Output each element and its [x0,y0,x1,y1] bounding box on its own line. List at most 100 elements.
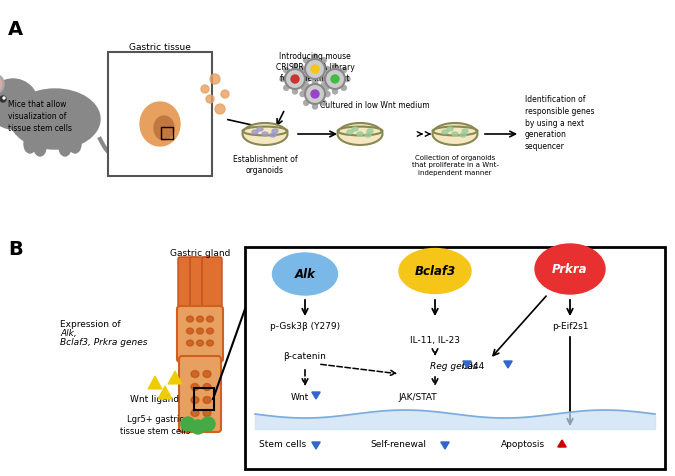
Circle shape [304,101,308,106]
Ellipse shape [154,117,174,141]
Circle shape [321,59,326,63]
Polygon shape [558,440,566,447]
Polygon shape [168,371,182,384]
Ellipse shape [191,410,199,416]
Circle shape [221,91,229,99]
Ellipse shape [186,340,194,346]
FancyBboxPatch shape [108,53,212,177]
Text: Bclaf3, Prkra genes: Bclaf3, Prkra genes [60,337,148,346]
Text: Wnt: Wnt [291,392,309,401]
Ellipse shape [270,134,276,138]
Circle shape [313,55,317,60]
Text: IL-11, IL-23: IL-11, IL-23 [410,335,460,344]
Ellipse shape [140,103,180,147]
Text: Alk: Alk [294,268,315,281]
Polygon shape [504,361,512,368]
Ellipse shape [462,130,468,134]
Circle shape [292,65,298,70]
Circle shape [313,80,317,85]
Circle shape [323,69,329,73]
Text: p-Gsk3β (Y279): p-Gsk3β (Y279) [270,321,340,330]
Circle shape [0,97,6,103]
Ellipse shape [207,340,213,346]
Text: Prkra: Prkra [552,263,588,276]
Circle shape [342,69,346,73]
Text: β-catenin: β-catenin [284,351,327,360]
Circle shape [313,105,317,110]
Polygon shape [148,376,162,389]
Circle shape [206,96,214,104]
Ellipse shape [191,397,199,404]
Ellipse shape [273,253,338,296]
Circle shape [321,83,326,89]
Circle shape [320,77,325,82]
Circle shape [300,68,305,72]
Circle shape [305,85,325,105]
Circle shape [345,77,350,82]
Circle shape [285,70,305,90]
Ellipse shape [203,397,211,404]
Text: Mice that allow
visualization of
tissue stem cells: Mice that allow visualization of tissue … [8,100,72,132]
Ellipse shape [207,317,213,322]
FancyBboxPatch shape [179,356,221,432]
Circle shape [215,105,225,115]
Text: Reg genes: Reg genes [430,361,478,370]
Ellipse shape [24,136,36,154]
Ellipse shape [442,131,448,135]
Ellipse shape [357,133,363,137]
Ellipse shape [433,124,477,146]
FancyBboxPatch shape [177,307,223,362]
Circle shape [304,76,308,81]
Circle shape [313,80,317,85]
Circle shape [284,86,289,91]
Ellipse shape [0,76,4,94]
Ellipse shape [196,317,203,322]
Text: Identification of
responsible genes
by using a next
generation
sequencer: Identification of responsible genes by u… [525,95,595,151]
Text: Wnt ligand: Wnt ligand [130,394,179,403]
Circle shape [321,101,326,106]
Circle shape [333,90,338,95]
Circle shape [292,90,298,95]
Text: B: B [8,239,23,258]
Circle shape [284,69,289,73]
Ellipse shape [69,136,81,154]
Ellipse shape [191,384,199,391]
Ellipse shape [186,328,194,334]
Circle shape [323,86,329,91]
Text: Cd44: Cd44 [462,361,485,370]
Ellipse shape [535,245,605,294]
Circle shape [311,66,319,74]
Text: Bclaf3: Bclaf3 [414,265,456,278]
Circle shape [280,77,285,82]
Polygon shape [312,442,320,449]
Ellipse shape [34,139,46,157]
Circle shape [291,76,299,84]
Ellipse shape [0,79,1,91]
Text: JAK/STAT: JAK/STAT [399,392,437,401]
Text: p-Eif2s1: p-Eif2s1 [551,321,588,330]
Text: Alk,: Alk, [60,328,77,337]
Ellipse shape [460,134,466,138]
Text: Gastric tissue: Gastric tissue [129,43,191,52]
Text: Stem cells: Stem cells [259,439,306,448]
Circle shape [325,68,330,72]
Text: Introducing mouse
CRISPR gRNA library
for gene knockout: Introducing mouse CRISPR gRNA library fo… [275,52,354,83]
FancyBboxPatch shape [202,258,222,317]
Ellipse shape [262,133,268,137]
Circle shape [301,69,306,73]
FancyBboxPatch shape [178,258,198,317]
Circle shape [201,86,209,94]
Text: Collection of organoids
that proliferate in a Wnt-
independent manner: Collection of organoids that proliferate… [412,155,498,176]
FancyBboxPatch shape [245,248,665,469]
FancyBboxPatch shape [190,258,210,317]
Ellipse shape [272,130,278,134]
Circle shape [305,77,310,82]
Circle shape [304,83,308,89]
Ellipse shape [207,328,213,334]
Circle shape [0,80,38,130]
Ellipse shape [447,128,453,132]
Circle shape [191,420,205,434]
Ellipse shape [10,90,100,149]
Circle shape [325,92,330,97]
Ellipse shape [203,384,211,391]
